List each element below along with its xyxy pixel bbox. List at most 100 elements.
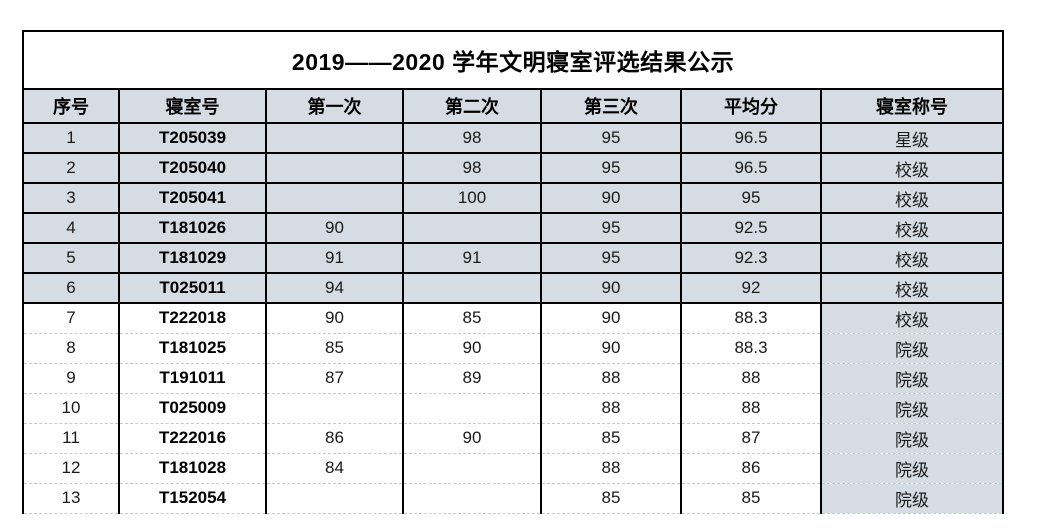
cell-s1: 90	[265, 302, 404, 334]
results-table-head: 2019——2020 学年文明寝室评选结果公示 序号 寝室号 第一次 第二次 第…	[21, 30, 1005, 124]
cell-avg: 88.3	[680, 302, 822, 334]
cell-room: T152054	[118, 482, 267, 514]
cell-s2: 89	[402, 362, 542, 394]
cell-s1: 84	[265, 452, 404, 484]
cell-s3: 88	[540, 392, 682, 424]
cell-award: 院级	[819, 452, 1005, 484]
table-row: 5 T181029 91 91 95 92.3 校级	[22, 242, 1005, 274]
cell-room: T205039	[118, 122, 267, 154]
cell-s2: 91	[402, 242, 542, 274]
cell-avg: 88	[680, 392, 822, 424]
table-row: 1 T205039 98 95 96.5 星级	[22, 122, 1005, 154]
cell-s2	[402, 392, 542, 424]
cell-room: T205040	[118, 152, 267, 184]
cell-s2	[402, 482, 542, 514]
cell-no: 10	[22, 392, 120, 424]
cell-s1	[265, 152, 404, 184]
cell-room: T025009	[118, 392, 267, 424]
cell-room: T191011	[118, 362, 267, 394]
cell-avg: 96.5	[680, 122, 822, 154]
cell-award: 校级	[819, 272, 1005, 304]
page-title: 2019——2020 学年文明寝室评选结果公示	[21, 30, 1005, 90]
cell-award: 院级	[819, 482, 1005, 514]
cell-s1	[265, 122, 404, 154]
cell-no: 1	[22, 122, 120, 154]
cell-award: 院级	[819, 362, 1005, 394]
cell-no: 9	[22, 362, 120, 394]
cell-s3: 90	[540, 272, 682, 304]
cell-s2: 90	[402, 422, 542, 454]
column-header-room: 寝室号	[118, 88, 267, 124]
cell-no: 6	[22, 272, 120, 304]
column-header-s1: 第一次	[265, 88, 404, 124]
cell-room: T025011	[118, 272, 267, 304]
cell-room: T181025	[118, 332, 267, 364]
cell-no: 4	[22, 212, 120, 244]
column-header-avg: 平均分	[680, 88, 822, 124]
cell-no: 7	[22, 302, 120, 334]
column-header-row: 序号 寝室号 第一次 第二次 第三次 平均分 寝室称号	[22, 88, 1005, 124]
cell-s1	[265, 392, 404, 424]
cell-avg: 88	[680, 362, 822, 394]
cell-s3: 90	[540, 332, 682, 364]
cell-s1: 91	[265, 242, 404, 274]
cell-s1: 85	[265, 332, 404, 364]
cell-s2	[402, 212, 542, 244]
cell-award: 校级	[819, 182, 1005, 214]
cell-s3: 90	[540, 302, 682, 334]
cell-award: 院级	[819, 422, 1005, 454]
column-header-s3: 第三次	[540, 88, 682, 124]
cell-room: T181026	[118, 212, 267, 244]
cell-room: T222018	[118, 302, 267, 334]
cell-avg: 92	[680, 272, 822, 304]
cell-s3: 95	[540, 152, 682, 184]
cell-room: T181028	[118, 452, 267, 484]
cell-s2	[402, 272, 542, 304]
cell-s2: 90	[402, 332, 542, 364]
table-row: 6 T025011 94 90 92 校级	[22, 272, 1005, 304]
cell-s1	[265, 182, 404, 214]
cell-no: 5	[22, 242, 120, 274]
cell-avg: 92.3	[680, 242, 822, 274]
cell-s1: 94	[265, 272, 404, 304]
cell-s3: 85	[540, 482, 682, 514]
cell-s2	[402, 452, 542, 484]
results-table-container: 2019——2020 学年文明寝室评选结果公示 序号 寝室号 第一次 第二次 第…	[21, 30, 1005, 514]
table-row: 3 T205041 100 90 95 校级	[22, 182, 1005, 214]
cell-s2: 98	[402, 122, 542, 154]
cell-avg: 95	[680, 182, 822, 214]
table-row: 11 T222016 86 90 85 87 院级	[22, 422, 1005, 454]
cell-s3: 88	[540, 452, 682, 484]
cell-award: 院级	[819, 332, 1005, 364]
cell-s3: 90	[540, 182, 682, 214]
cell-s3: 95	[540, 212, 682, 244]
cell-avg: 96.5	[680, 152, 822, 184]
column-header-award: 寝室称号	[819, 88, 1005, 124]
cell-avg: 86	[680, 452, 822, 484]
cell-avg: 92.5	[680, 212, 822, 244]
cell-no: 13	[22, 482, 120, 514]
table-row: 4 T181026 90 95 92.5 校级	[22, 212, 1005, 244]
cell-s3: 95	[540, 122, 682, 154]
cell-s1: 86	[265, 422, 404, 454]
table-row: 13 T152054 85 85 院级	[22, 482, 1005, 514]
cell-no: 3	[22, 182, 120, 214]
cell-no: 2	[22, 152, 120, 184]
cell-s1	[265, 482, 404, 514]
cell-award: 院级	[819, 392, 1005, 424]
cell-no: 8	[22, 332, 120, 364]
cell-award: 校级	[819, 242, 1005, 274]
cell-no: 12	[22, 452, 120, 484]
cell-s2: 85	[402, 302, 542, 334]
cell-s1: 87	[265, 362, 404, 394]
cell-award: 校级	[819, 152, 1005, 184]
cell-no: 11	[22, 422, 120, 454]
cell-s3: 85	[540, 422, 682, 454]
table-row: 9 T191011 87 89 88 88 院级	[22, 362, 1005, 394]
cell-s2: 100	[402, 182, 542, 214]
column-header-no: 序号	[22, 88, 120, 124]
cell-award: 校级	[819, 302, 1005, 334]
title-row: 2019——2020 学年文明寝室评选结果公示	[21, 30, 1005, 90]
table-row: 8 T181025 85 90 90 88.3 院级	[22, 332, 1005, 364]
table-row: 2 T205040 98 95 96.5 校级	[22, 152, 1005, 184]
